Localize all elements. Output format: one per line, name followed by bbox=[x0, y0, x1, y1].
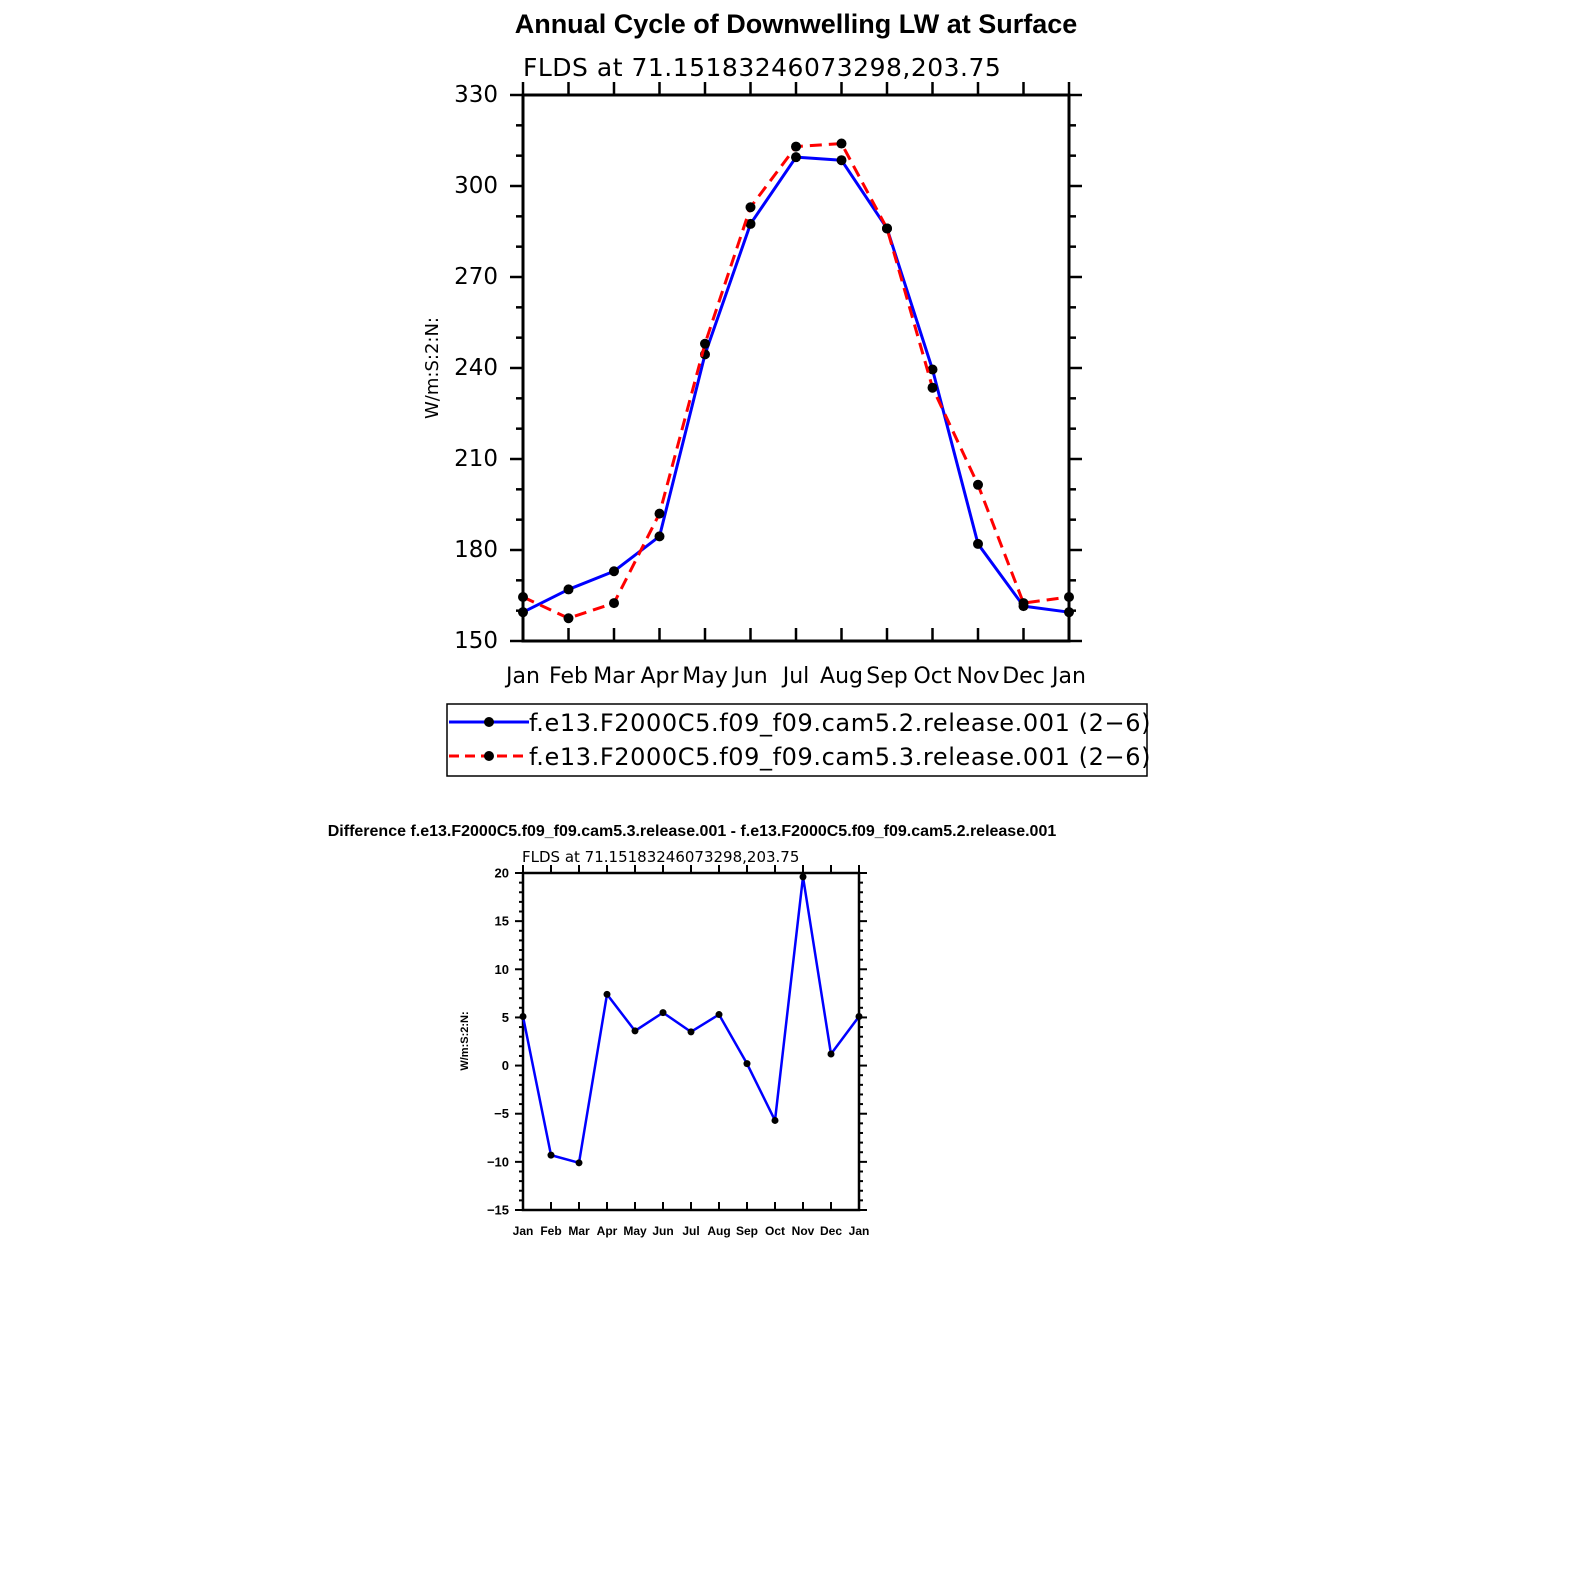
x-tick-label: Oct bbox=[765, 1224, 785, 1238]
data-point bbox=[563, 584, 574, 595]
y-tick-label: 330 bbox=[454, 82, 498, 108]
data-point bbox=[700, 338, 710, 349]
legend-label-cam52: f.e13.F2000C5.f09_f09.cam5.2.release.001… bbox=[529, 709, 1151, 737]
diff-plot-frame bbox=[521, 871, 861, 1212]
x-tick-label: May bbox=[682, 664, 727, 689]
x-tick-label: Jan bbox=[504, 664, 540, 689]
series-line-1 bbox=[522, 142, 1070, 620]
x-tick-label: Jan bbox=[849, 1224, 870, 1238]
data-point bbox=[771, 1116, 779, 1124]
x-tick-label: Mar bbox=[568, 1224, 590, 1238]
data-point bbox=[609, 598, 619, 609]
data-point bbox=[547, 1151, 555, 1159]
data-point bbox=[791, 141, 801, 152]
y-tick-label: 0 bbox=[502, 1058, 509, 1073]
data-point bbox=[609, 566, 619, 577]
diff-y-axis-label: W/m:S:2:N: bbox=[459, 1011, 471, 1070]
y-tick-label: 180 bbox=[454, 537, 498, 563]
data-point bbox=[1064, 607, 1074, 618]
x-tick-label: Jul bbox=[781, 664, 810, 689]
legend-box bbox=[446, 703, 1148, 777]
annual-cycle-chart: Annual Cycle of Downwelling LW at Surfac… bbox=[422, 9, 1086, 689]
plot-frame bbox=[521, 93, 1071, 643]
data-point bbox=[836, 138, 847, 149]
series-line-0 bbox=[521, 875, 861, 1165]
data-point bbox=[791, 152, 801, 163]
data-point bbox=[836, 155, 847, 166]
diff-chart-subtitle: FLDS at 71.15183246073298,203.75 bbox=[522, 848, 799, 866]
x-tick-label: Dec bbox=[1002, 664, 1045, 689]
data-point bbox=[799, 873, 807, 881]
x-tick-label: Apr bbox=[597, 1224, 618, 1238]
data-point bbox=[518, 607, 528, 618]
legend-marker-cam53 bbox=[484, 751, 494, 761]
x-tick-label: Jan bbox=[1050, 664, 1086, 689]
x-tick-label: Sep bbox=[866, 664, 907, 689]
y-tick-label: −10 bbox=[487, 1154, 509, 1169]
data-point bbox=[654, 531, 665, 542]
y-axis-label: W/m:S:2:N: bbox=[422, 317, 443, 419]
legend-marker-cam52 bbox=[484, 717, 494, 727]
y-tick-label: 150 bbox=[454, 628, 498, 654]
chart-title: Annual Cycle of Downwelling LW at Surfac… bbox=[515, 9, 1078, 39]
difference-chart: Difference f.e13.F2000C5.f09_f09.cam5.3.… bbox=[328, 823, 1057, 1238]
x-tick-label: Sep bbox=[736, 1224, 758, 1238]
data-point bbox=[518, 592, 528, 603]
y-tick-label: 210 bbox=[454, 446, 498, 472]
data-point bbox=[743, 1060, 751, 1068]
data-point bbox=[519, 1012, 527, 1020]
data-point bbox=[973, 479, 983, 490]
x-tick-label: Nov bbox=[957, 664, 1000, 689]
x-tick-label: Jun bbox=[652, 1224, 673, 1238]
x-tick-label: Aug bbox=[707, 1224, 730, 1238]
data-point bbox=[1064, 592, 1074, 603]
data-point bbox=[659, 1009, 667, 1017]
data-point bbox=[603, 990, 611, 998]
x-tick-label: Oct bbox=[913, 664, 951, 689]
y-tick-label: 300 bbox=[454, 173, 498, 199]
data-point bbox=[715, 1011, 723, 1019]
data-point bbox=[882, 223, 892, 234]
data-point bbox=[927, 382, 938, 393]
data-point bbox=[745, 218, 756, 229]
y-tick-label: −15 bbox=[487, 1203, 509, 1218]
legend: f.e13.F2000C5.f09_f09.cam5.2.release.001… bbox=[446, 703, 1151, 777]
y-tick-label: 270 bbox=[454, 264, 498, 290]
chart-subtitle: FLDS at 71.15183246073298,203.75 bbox=[523, 53, 1001, 82]
diff-chart-title: Difference f.e13.F2000C5.f09_f09.cam5.3.… bbox=[328, 823, 1057, 840]
data-point bbox=[563, 613, 574, 624]
x-tick-label: Nov bbox=[792, 1224, 815, 1238]
x-tick-label: Jan bbox=[513, 1224, 534, 1238]
x-tick-label: Feb bbox=[549, 664, 588, 689]
data-point bbox=[973, 538, 983, 549]
x-tick-label: May bbox=[623, 1224, 647, 1238]
data-point bbox=[687, 1028, 695, 1036]
data-point bbox=[855, 1012, 863, 1020]
y-tick-label: 20 bbox=[495, 866, 509, 881]
x-tick-label: Aug bbox=[820, 664, 863, 689]
x-tick-label: Jul bbox=[682, 1224, 699, 1238]
x-tick-label: Jun bbox=[731, 664, 767, 689]
data-point bbox=[631, 1027, 639, 1035]
x-tick-label: Mar bbox=[593, 664, 635, 689]
data-point bbox=[575, 1159, 583, 1167]
y-tick-label: 240 bbox=[454, 355, 498, 381]
x-tick-label: Dec bbox=[820, 1224, 842, 1238]
y-tick-label: −5 bbox=[494, 1106, 509, 1121]
y-tick-label: 10 bbox=[495, 962, 509, 977]
data-point bbox=[1018, 598, 1029, 609]
x-tick-label: Feb bbox=[540, 1224, 561, 1238]
data-point bbox=[654, 508, 665, 519]
y-tick-label: 15 bbox=[495, 914, 509, 929]
data-point bbox=[745, 202, 756, 213]
series-line-0 bbox=[522, 155, 1070, 614]
y-tick-label: 5 bbox=[502, 1010, 509, 1025]
data-point bbox=[927, 364, 938, 375]
legend-label-cam53: f.e13.F2000C5.f09_f09.cam5.3.release.001… bbox=[529, 743, 1151, 771]
data-point bbox=[827, 1050, 835, 1058]
x-tick-label: Apr bbox=[640, 664, 679, 689]
